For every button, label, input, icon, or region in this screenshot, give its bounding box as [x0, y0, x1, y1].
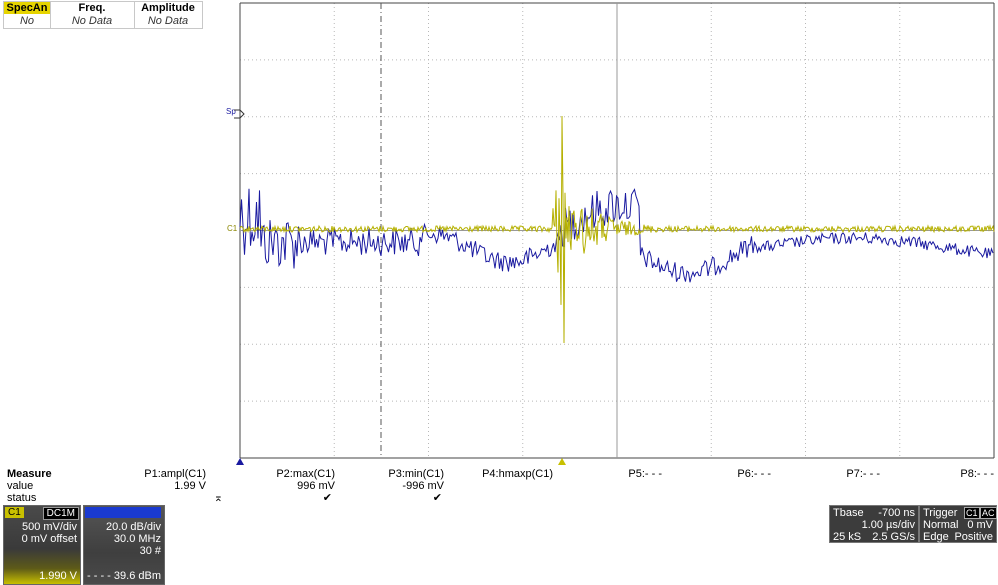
param-p6-name[interactable]: P6:- - -: [737, 468, 771, 480]
param-p1-status: ⌅: [213, 492, 223, 504]
spec-an-value: No: [19, 15, 35, 27]
tbase-delay: -700 ns: [878, 507, 915, 519]
timebase-descriptor[interactable]: Tbase -700 ns 1.00 µs/div 25 kS 2.5 GS/s: [829, 505, 919, 543]
param-p3-status: ✔: [432, 492, 442, 504]
trigger-level: 0 mV: [967, 519, 993, 531]
sp-marker[interactable]: Sp: [226, 107, 245, 119]
trigger-position-marker[interactable]: [236, 458, 244, 465]
c1-coupling-badge: DC1M: [42, 507, 79, 520]
param-p3-name[interactable]: P3:min(C1): [388, 468, 444, 480]
c1-trace: [239, 115, 995, 344]
tbase-label: Tbase: [833, 507, 864, 519]
measure-title: Measure: [7, 468, 52, 480]
c1-ground-marker[interactable]: C1: [227, 224, 238, 233]
param-p2-status: ✔: [322, 492, 332, 504]
c1-reading: 1.990 V: [39, 570, 77, 582]
trigger-mode: Normal: [923, 519, 959, 531]
trigger-type: Edge: [923, 531, 949, 543]
spec-an-table[interactable]: SpecAn Freq. Amplitude No No Data No Dat…: [3, 1, 203, 29]
c1-offset: 0 mV offset: [21, 533, 77, 545]
f1-ydiv: 20.0 dB/div: [105, 521, 161, 533]
param-p2-name[interactable]: P2:max(C1): [276, 468, 335, 480]
f1-trace: [239, 188, 994, 283]
c1-vdiv: 500 mV/div: [21, 521, 77, 533]
status-row-label: status: [7, 492, 37, 504]
f1-reading: 39.6 dBm: [113, 570, 161, 582]
tbase-rate: 2.5 GS/s: [872, 531, 915, 543]
param-p3-value: -996 mV: [402, 480, 444, 492]
param-p4-name[interactable]: P4:hmaxp(C1): [482, 468, 553, 480]
trigger-source-badge: C1: [964, 507, 980, 519]
param-p5-name[interactable]: P5:- - -: [628, 468, 662, 480]
trigger-coupling-badge: AC: [980, 507, 997, 519]
trigger-label: Trigger: [923, 507, 958, 519]
f1-math-descriptor[interactable]: F1 20.0 dB/div 30.0 MHz 30 # - - - - 39.…: [83, 505, 165, 585]
param-p2-value: 996 mV: [297, 480, 335, 492]
tbase-tdiv: 1.00 µs/div: [861, 519, 915, 531]
amplitude-header[interactable]: Amplitude: [141, 2, 195, 14]
measure-cursor-marker[interactable]: [558, 458, 566, 465]
f1-count: 30 #: [139, 545, 161, 557]
trigger-descriptor[interactable]: Trigger C1 AC Normal 0 mV Edge Positive: [919, 505, 997, 543]
graticule: [239, 2, 995, 459]
f1-tag: F1: [85, 507, 161, 518]
c1-channel-descriptor[interactable]: C1 DC1M 500 mV/div 0 mV offset 1.990 V: [3, 505, 81, 585]
freq-value: No Data: [71, 15, 113, 27]
f1-freq: 30.0 MHz: [113, 533, 161, 545]
amplitude-value: No Data: [147, 15, 189, 27]
value-row-label: value: [7, 480, 34, 492]
param-p7-name[interactable]: P7:- - -: [846, 468, 880, 480]
svg-text:Sp: Sp: [226, 107, 236, 116]
waveform-display[interactable]: Sp C1: [0, 0, 998, 470]
param-p8-name[interactable]: P8:- - -: [960, 468, 994, 480]
f1-prefix: - - - -: [87, 570, 111, 582]
c1-tag: C1: [5, 507, 24, 518]
param-p1-name[interactable]: P1:ampl(C1): [144, 468, 206, 480]
spec-an-header[interactable]: SpecAn: [4, 2, 50, 14]
trigger-slope: Positive: [954, 531, 993, 543]
param-p1-value: 1.99 V: [174, 480, 206, 492]
measure-table[interactable]: Measure value status P1:ampl(C1) 1.99 V …: [0, 466, 998, 504]
svg-text:C1: C1: [227, 224, 238, 233]
tbase-samples: 25 kS: [833, 531, 862, 543]
freq-header[interactable]: Freq.: [78, 2, 106, 14]
